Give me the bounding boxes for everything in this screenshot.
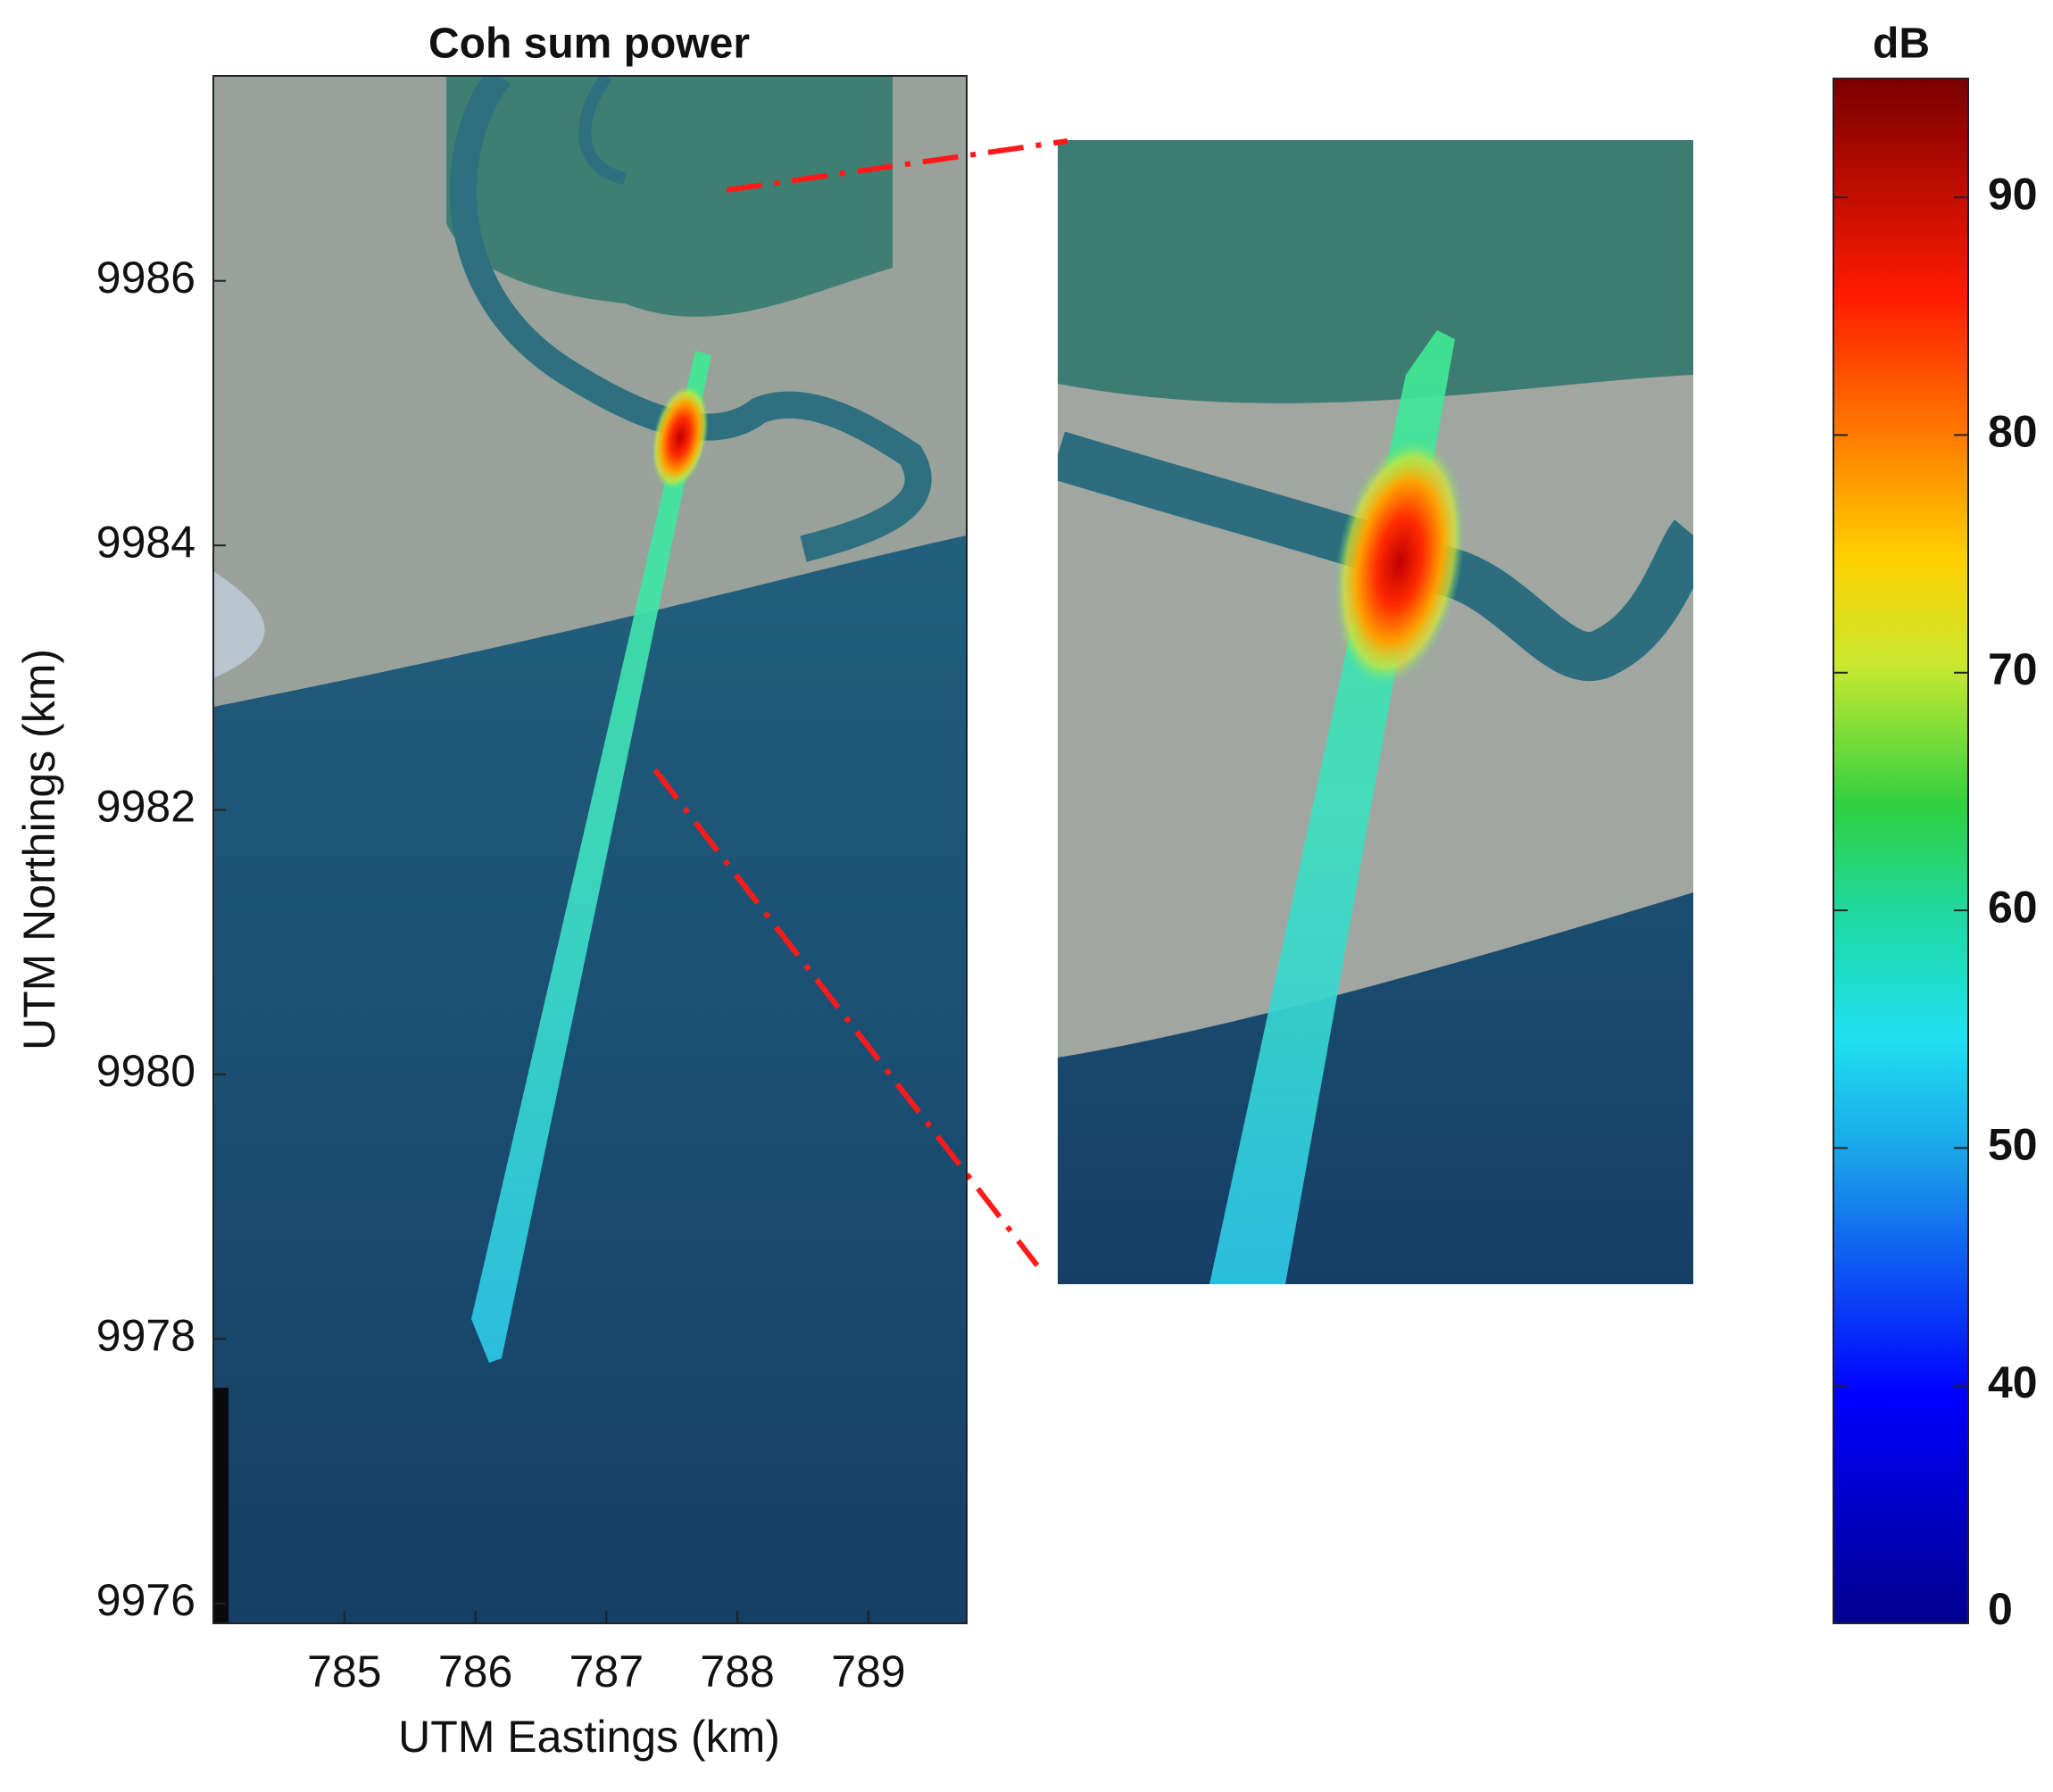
colorbar-tick-label: 90 xyxy=(1988,169,2038,219)
colorbar-tick-label: 40 xyxy=(1988,1357,2038,1407)
y-tick-label: 9986 xyxy=(96,253,195,303)
x-axis-label: UTM Eastings (km) xyxy=(398,1712,780,1762)
chart-title: Coh sum power xyxy=(428,21,750,68)
y-tick-label: 9976 xyxy=(96,1575,195,1625)
y-tick-label: 9980 xyxy=(96,1046,195,1096)
colorbar-title: dB xyxy=(1873,21,1930,68)
zoom-connector xyxy=(652,768,1040,1267)
x-tick-label: 787 xyxy=(569,1647,644,1697)
colorbar xyxy=(1833,78,1969,1624)
y-tick-label: 9982 xyxy=(96,782,195,832)
y-axis-label: UTM Northings (km) xyxy=(14,649,64,1050)
satellite-map xyxy=(213,76,967,1623)
y-tick-label: 9984 xyxy=(96,517,195,567)
plot-frame xyxy=(212,75,968,1624)
x-tick-label: 785 xyxy=(307,1647,381,1697)
x-tick-label: 789 xyxy=(831,1647,905,1697)
colorbar-tick-label: 50 xyxy=(1988,1120,2038,1170)
colorbar-tick-label: 60 xyxy=(1988,882,2038,932)
colorbar-tick-label: 0 xyxy=(1988,1584,2013,1634)
colorbar-tick-label: 70 xyxy=(1988,644,2038,694)
inset-map xyxy=(1058,140,1693,1284)
y-tick-label: 9978 xyxy=(96,1311,195,1361)
x-tick-label: 786 xyxy=(438,1647,512,1697)
x-tick-label: 788 xyxy=(700,1647,774,1697)
zoom-connector xyxy=(726,138,1068,193)
colorbar-tick-label: 80 xyxy=(1988,407,2038,457)
